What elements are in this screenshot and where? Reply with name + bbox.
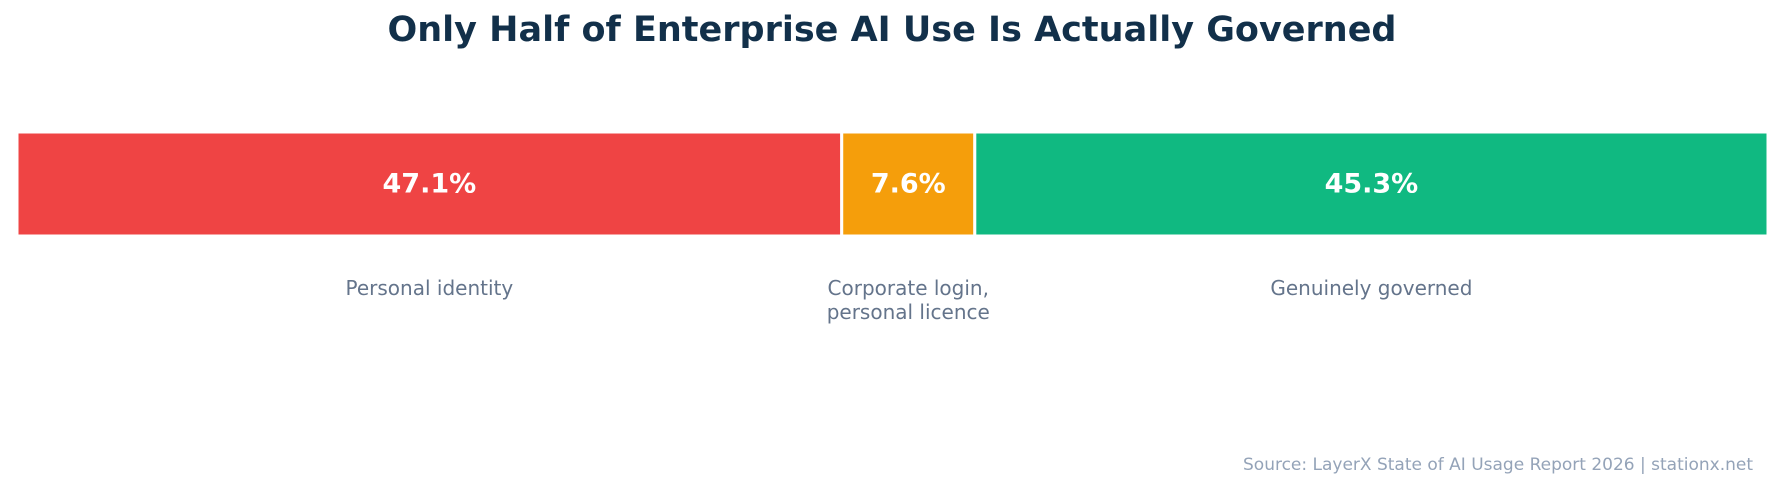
bar-segment xyxy=(15,130,844,238)
value-label: 45.3% xyxy=(1325,169,1419,200)
source-note: Source: LayerX State of AI Usage Report … xyxy=(1243,455,1753,475)
value-label: 7.6% xyxy=(871,169,946,200)
value-label: 47.1% xyxy=(383,169,477,200)
bar-segment xyxy=(840,130,977,238)
category-label: Personal identity xyxy=(345,276,514,300)
bar-segment xyxy=(973,130,1770,238)
category-label: Genuinely governed xyxy=(1270,276,1473,300)
category-label: Corporate login, personal licence xyxy=(826,276,990,324)
chart-title: Only Half of Enterprise AI Use Is Actual… xyxy=(388,10,1397,50)
